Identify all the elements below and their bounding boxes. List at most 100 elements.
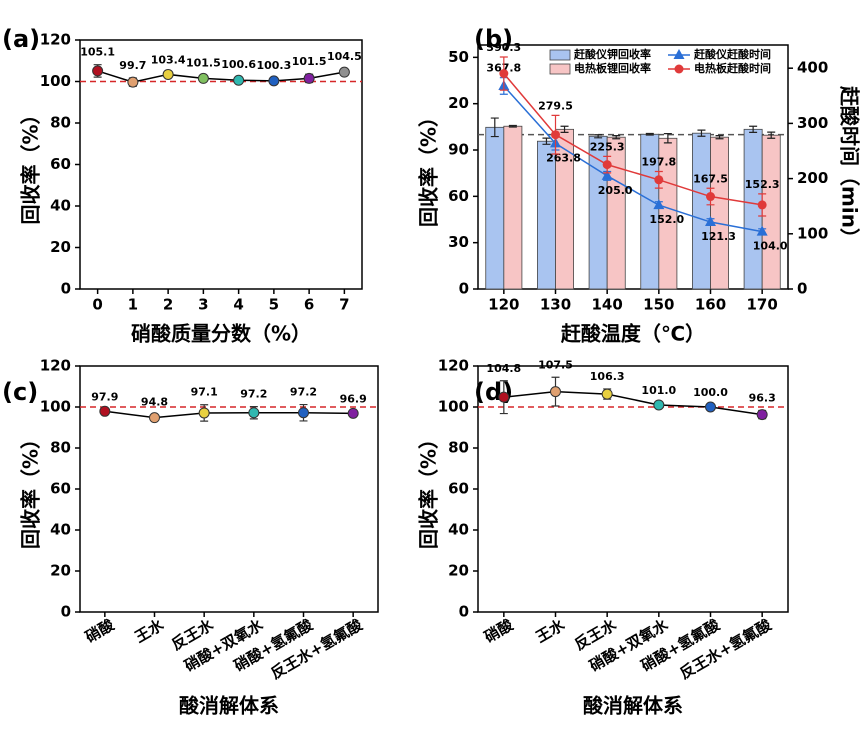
error-bar (560, 125, 569, 134)
y-tick-label: 120 (40, 357, 71, 375)
x-axis-label: 硝酸质量分数（%） (131, 322, 311, 346)
error-bar (715, 135, 724, 140)
value-label: 152.3 (745, 178, 780, 191)
x-tick-label: 170 (747, 296, 778, 314)
error-bar (749, 125, 758, 134)
data-line (503, 85, 763, 233)
panel-label: (d) (474, 378, 513, 406)
y-axis-label: 回收率（%） (417, 429, 441, 549)
x-tick-label: 2 (163, 296, 173, 314)
y2-tick-label: 0 (797, 280, 807, 298)
panel-label: (b) (474, 25, 513, 53)
bar (606, 136, 626, 290)
y-tick-label: 60 (50, 155, 71, 173)
y-tick-label: 0 (61, 603, 71, 621)
value-label: 97.2 (290, 386, 317, 399)
value-label: 107.5 (538, 358, 573, 371)
data-line (104, 410, 354, 419)
legend-label: 赶酸仪赶酸时间 (693, 47, 771, 61)
value-label: 97.9 (91, 390, 118, 403)
x-tick-label: 7 (339, 296, 349, 314)
data-point (303, 72, 315, 84)
value-label: 104.0 (753, 240, 788, 253)
value-label: 167.5 (693, 172, 728, 185)
y-axis-label: 回收率（%） (19, 104, 43, 224)
y-tick-label: 60 (448, 187, 469, 205)
y-tick-label: 20 (50, 562, 71, 580)
bar (485, 126, 505, 290)
data-point (601, 388, 613, 400)
value-label: 104.8 (486, 362, 521, 375)
y-tick-label: 90 (448, 141, 469, 159)
value-label: 105.1 (80, 46, 115, 59)
legend-swatch (549, 63, 571, 75)
value-label: 96.9 (340, 392, 367, 405)
x-axis-label: 酸消解体系 (583, 694, 683, 718)
x-tick-label: 120 (488, 296, 519, 314)
y-tick-label: 30 (448, 233, 469, 251)
bar (743, 128, 763, 290)
plot-frame (79, 365, 379, 613)
error-bar (663, 133, 672, 144)
y2-tick-label: 300 (797, 114, 828, 132)
value-label: 100.6 (221, 58, 256, 71)
value-label: 101.5 (186, 56, 221, 69)
data-point (601, 169, 613, 180)
data-point (756, 225, 768, 236)
error-bar (612, 135, 621, 140)
legend-marker (673, 49, 685, 59)
y2-tick-label: 400 (797, 59, 828, 77)
value-label: 101.0 (641, 384, 676, 397)
bar (692, 132, 711, 290)
x-tick-label: 5 (269, 296, 279, 314)
data-line (503, 73, 763, 206)
legend-label: 电热板赶酸时间 (694, 61, 771, 75)
data-point (705, 401, 716, 413)
value-label: 263.8 (546, 151, 581, 164)
x-tick-label: 150 (643, 296, 674, 314)
value-label: 225.3 (590, 140, 625, 153)
x-tick-label: 王水 (533, 615, 569, 646)
data-point (653, 199, 665, 210)
value-label: 279.5 (538, 99, 573, 112)
data-point (162, 68, 174, 80)
x-tick-label: 160 (695, 296, 726, 314)
value-label: 97.2 (240, 388, 267, 401)
panel-label: (a) (2, 25, 40, 53)
value-label: 390.3 (486, 41, 521, 54)
y-tick-label: 20 (448, 562, 469, 580)
legend-swatch (549, 49, 571, 61)
y-tick-label: 60 (448, 480, 469, 498)
x-tick-label: 3 (198, 296, 208, 314)
x-tick-label: 1 (128, 296, 138, 314)
plot-frame (477, 44, 789, 290)
bar (761, 134, 781, 290)
error-bar (542, 137, 551, 145)
y2-tick-label: 200 (797, 169, 828, 187)
y-tick-label: 100 (40, 398, 71, 416)
y-axis-label: 回收率（%） (417, 107, 441, 227)
y-tick-label: 40 (50, 197, 71, 215)
data-point (653, 399, 665, 411)
x-tick-label: 6 (304, 296, 314, 314)
plot-frame (79, 39, 363, 290)
x-tick-label: 130 (540, 296, 571, 314)
data-point (499, 69, 509, 79)
data-point (347, 407, 359, 419)
error-bar (508, 124, 517, 128)
data-point (197, 72, 209, 84)
value-label: 99.7 (119, 59, 146, 72)
data-point (706, 192, 715, 202)
value-label: 100.0 (693, 386, 728, 399)
y-tick-label: 50 (448, 48, 469, 66)
y-tick-label: 40 (50, 521, 71, 539)
value-label: 104.5 (327, 50, 362, 63)
legend-marker (674, 64, 684, 74)
data-point (99, 405, 111, 417)
y-tick-label: 120 (40, 31, 71, 49)
plot-frame (477, 365, 789, 613)
data-point (757, 200, 767, 210)
data-point (127, 76, 139, 88)
data-point (705, 216, 716, 227)
